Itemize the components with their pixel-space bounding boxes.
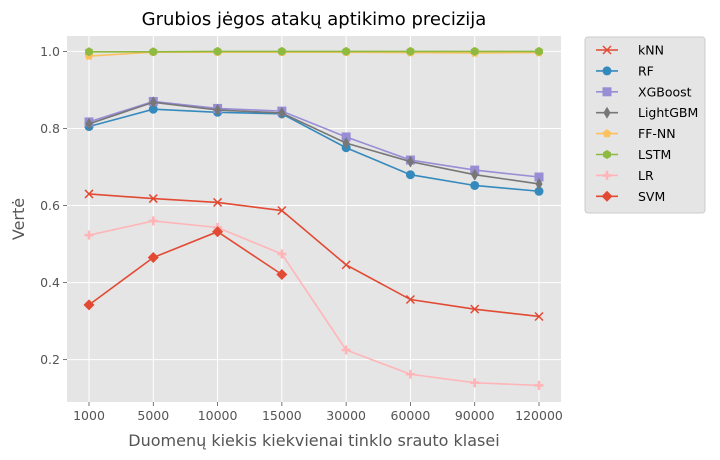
legend-item-ff-nn: FF-NN xyxy=(596,126,676,141)
x-tick-label: 90000 xyxy=(455,408,495,423)
y-tick-label: 1.0 xyxy=(40,44,60,59)
legend-label: LightGBM xyxy=(638,105,698,120)
data-point-lr xyxy=(405,369,415,379)
data-point-rf xyxy=(405,170,415,180)
data-point-lr xyxy=(148,216,158,226)
legend-label: RF xyxy=(638,63,654,78)
data-point-knn xyxy=(534,311,544,322)
series-line-lr xyxy=(88,220,540,387)
data-point-lr xyxy=(277,249,287,259)
data-point-lightgbm xyxy=(471,168,479,181)
series-line-knn xyxy=(88,193,540,318)
data-point-xgboost xyxy=(534,172,544,182)
legend-item-lstm: LSTM xyxy=(596,147,671,162)
legend-marker xyxy=(602,45,612,55)
data-point-svm xyxy=(276,268,288,280)
legend: kNN RF XGBoost LightGBM FF-NN LSTM LR SVM xyxy=(584,36,706,214)
x-tick-label: 15000 xyxy=(262,408,302,423)
x-tick-label: 5000 xyxy=(137,408,169,423)
legend-label: kNN xyxy=(638,43,664,58)
data-point-lstm xyxy=(213,46,222,56)
y-tick-label: 0.8 xyxy=(40,121,60,136)
legend-label: LR xyxy=(638,168,654,183)
legend-marker xyxy=(603,106,611,119)
legend-marker xyxy=(603,150,611,159)
data-point-knn xyxy=(405,294,415,305)
data-point-lstm xyxy=(277,46,286,56)
data-point-knn xyxy=(341,260,351,270)
legend-item-knn: kNN xyxy=(596,43,664,58)
y-tick-label: 0.4 xyxy=(40,275,60,290)
data-point-rf xyxy=(148,104,158,114)
series-layer xyxy=(83,46,544,390)
legend-label: FF-NN xyxy=(638,126,676,141)
data-point-lstm xyxy=(85,47,93,57)
data-point-lightgbm xyxy=(149,96,157,109)
series-svm xyxy=(83,226,288,311)
legend-marker xyxy=(602,87,612,97)
x-tick-label: 60000 xyxy=(391,408,431,423)
chart-title: Grubios jėgos atakų aptikimo precizija xyxy=(142,9,487,30)
data-point-svm xyxy=(147,252,159,264)
data-point-lstm xyxy=(470,46,479,56)
x-tick-label: 1000 xyxy=(73,408,105,423)
data-point-lr xyxy=(470,378,480,388)
data-point-lstm xyxy=(406,46,415,56)
legend-marker xyxy=(601,190,613,202)
series-line-xgboost xyxy=(88,100,540,178)
data-point-lstm xyxy=(149,47,158,57)
series-line-lightgbm xyxy=(88,101,540,185)
legend-marker xyxy=(602,129,612,138)
x-axis-label: Duomenų kiekis kiekvienai tinklo srauto … xyxy=(128,431,499,450)
legend-item-xgboost: XGBoost xyxy=(596,84,692,99)
data-point-lightgbm xyxy=(278,107,286,120)
series-line-svm xyxy=(88,230,283,306)
data-point-lightgbm xyxy=(85,117,93,130)
data-point-lr xyxy=(534,380,544,390)
data-point-rf xyxy=(534,186,544,196)
legend-item-svm: SVM xyxy=(596,189,665,204)
data-point-knn xyxy=(470,304,480,314)
x-tick-label: 120000 xyxy=(515,408,563,423)
series-knn xyxy=(84,189,544,322)
data-point-lstm xyxy=(342,46,351,56)
data-point-lightgbm xyxy=(213,103,222,116)
series-line-rf xyxy=(88,108,540,193)
y-tick-label: 0.2 xyxy=(40,352,60,367)
data-point-rf xyxy=(470,180,480,190)
y-axis-label: Vertė xyxy=(9,198,28,240)
legend-label: SVM xyxy=(638,189,665,204)
data-point-xgboost xyxy=(341,132,351,142)
data-point-svm xyxy=(83,299,95,311)
legend-marker xyxy=(602,66,612,76)
y-tick-label: 0.6 xyxy=(40,198,60,213)
legend-label: XGBoost xyxy=(638,84,692,99)
data-point-knn xyxy=(277,205,287,216)
legend-marker xyxy=(602,170,612,180)
legend-box xyxy=(584,36,706,214)
legend-item-lr: LR xyxy=(596,168,654,183)
data-point-lstm xyxy=(535,46,543,56)
legend-item-lightgbm: LightGBM xyxy=(596,105,698,120)
data-point-lightgbm xyxy=(342,137,350,150)
x-tick-label: 10000 xyxy=(198,408,238,423)
legend-item-rf: RF xyxy=(596,63,654,78)
legend-label: LSTM xyxy=(638,147,671,162)
ticks: 1000 5000 10000 15000 30000 60000 90000 120000 0… xyxy=(40,44,563,423)
data-point-knn xyxy=(84,189,94,199)
data-point-lightgbm xyxy=(535,177,543,190)
data-point-lightgbm xyxy=(406,155,415,168)
data-point-svm xyxy=(212,226,224,238)
data-point-knn xyxy=(148,194,158,204)
data-point-knn xyxy=(213,197,223,207)
plot-area xyxy=(67,36,561,402)
data-point-lr xyxy=(84,230,94,240)
series-lstm xyxy=(85,46,543,57)
x-tick-label: 30000 xyxy=(326,408,366,423)
data-point-lr xyxy=(341,345,351,355)
series-lightgbm xyxy=(85,96,543,190)
